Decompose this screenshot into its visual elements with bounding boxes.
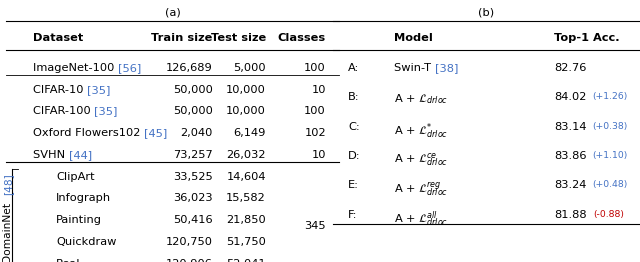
Text: [48]: [48]	[3, 173, 13, 195]
Text: [35]: [35]	[87, 85, 111, 95]
Text: 81.88: 81.88	[554, 210, 587, 220]
Text: A + $\mathcal{L}^{*}_{drloc}$: A + $\mathcal{L}^{*}_{drloc}$	[394, 122, 449, 141]
Text: (+1.10): (+1.10)	[593, 151, 628, 160]
Text: 36,023: 36,023	[173, 193, 212, 203]
Text: 83.24: 83.24	[554, 180, 586, 190]
Text: 120,906: 120,906	[166, 259, 212, 262]
Text: Quickdraw: Quickdraw	[56, 237, 116, 247]
Text: 83.86: 83.86	[554, 151, 586, 161]
Text: (+1.26): (+1.26)	[593, 92, 628, 101]
Text: 345: 345	[304, 221, 326, 231]
Text: 51,750: 51,750	[226, 237, 266, 247]
Text: E:: E:	[348, 180, 359, 190]
Text: [45]: [45]	[144, 128, 167, 138]
Text: SVHN: SVHN	[33, 150, 68, 160]
Text: Model: Model	[394, 33, 433, 43]
Text: 10: 10	[312, 150, 326, 160]
Text: Test size: Test size	[211, 33, 266, 43]
Text: Classes: Classes	[278, 33, 326, 43]
Text: ImageNet-100: ImageNet-100	[33, 63, 118, 73]
Text: C:: C:	[348, 122, 360, 132]
Text: 84.02: 84.02	[554, 92, 586, 102]
Text: Infograph: Infograph	[56, 193, 111, 203]
Text: 10,000: 10,000	[226, 106, 266, 116]
Text: B:: B:	[348, 92, 360, 102]
Text: A + $\mathcal{L}^{ce}_{drloc}$: A + $\mathcal{L}^{ce}_{drloc}$	[394, 151, 449, 168]
Text: 73,257: 73,257	[173, 150, 212, 160]
Text: CIFAR-10: CIFAR-10	[33, 85, 87, 95]
Text: 10,000: 10,000	[226, 85, 266, 95]
Text: A + $\mathcal{L}_{drloc}$: A + $\mathcal{L}_{drloc}$	[394, 92, 449, 106]
Text: 50,416: 50,416	[173, 215, 212, 225]
Text: (+0.48): (+0.48)	[593, 180, 628, 189]
Text: CIFAR-100: CIFAR-100	[33, 106, 94, 116]
Text: Painting: Painting	[56, 215, 102, 225]
Text: Train size: Train size	[152, 33, 212, 43]
Text: 52,041: 52,041	[227, 259, 266, 262]
Text: (-0.88): (-0.88)	[593, 210, 623, 219]
Text: (+0.38): (+0.38)	[593, 122, 628, 130]
Text: Real: Real	[56, 259, 81, 262]
Text: 102: 102	[304, 128, 326, 138]
Text: 21,850: 21,850	[226, 215, 266, 225]
Text: 120,750: 120,750	[166, 237, 212, 247]
Text: 26,032: 26,032	[227, 150, 266, 160]
Text: 2,040: 2,040	[180, 128, 212, 138]
Text: Dataset: Dataset	[33, 33, 83, 43]
Text: F:: F:	[348, 210, 358, 220]
Text: D:: D:	[348, 151, 361, 161]
Text: Top-1 Acc.: Top-1 Acc.	[554, 33, 620, 43]
Text: Swin-T: Swin-T	[394, 63, 435, 73]
Text: [56]: [56]	[118, 63, 141, 73]
Text: 100: 100	[304, 63, 326, 73]
Text: [44]: [44]	[68, 150, 92, 160]
Text: 33,525: 33,525	[173, 172, 212, 182]
Text: 83.14: 83.14	[554, 122, 586, 132]
Text: [35]: [35]	[94, 106, 118, 116]
Text: 14,604: 14,604	[227, 172, 266, 182]
Text: 6,149: 6,149	[234, 128, 266, 138]
Text: DomainNet: DomainNet	[3, 200, 13, 262]
Text: [38]: [38]	[435, 63, 458, 73]
Text: 15,582: 15,582	[226, 193, 266, 203]
Text: 10: 10	[312, 85, 326, 95]
Text: 50,000: 50,000	[173, 85, 212, 95]
Text: (a): (a)	[165, 8, 180, 18]
Text: Oxford Flowers102: Oxford Flowers102	[33, 128, 144, 138]
Text: ClipArt: ClipArt	[56, 172, 95, 182]
Text: A:: A:	[348, 63, 360, 73]
Text: A + $\mathcal{L}^{reg}_{drloc}$: A + $\mathcal{L}^{reg}_{drloc}$	[394, 180, 449, 198]
Text: 50,000: 50,000	[173, 106, 212, 116]
Text: 126,689: 126,689	[166, 63, 212, 73]
Text: 82.76: 82.76	[554, 63, 586, 73]
Text: (b): (b)	[478, 8, 495, 18]
Text: 100: 100	[304, 106, 326, 116]
Text: A + $\mathcal{L}^{all}_{drloc}$: A + $\mathcal{L}^{all}_{drloc}$	[394, 210, 449, 229]
Text: 5,000: 5,000	[234, 63, 266, 73]
